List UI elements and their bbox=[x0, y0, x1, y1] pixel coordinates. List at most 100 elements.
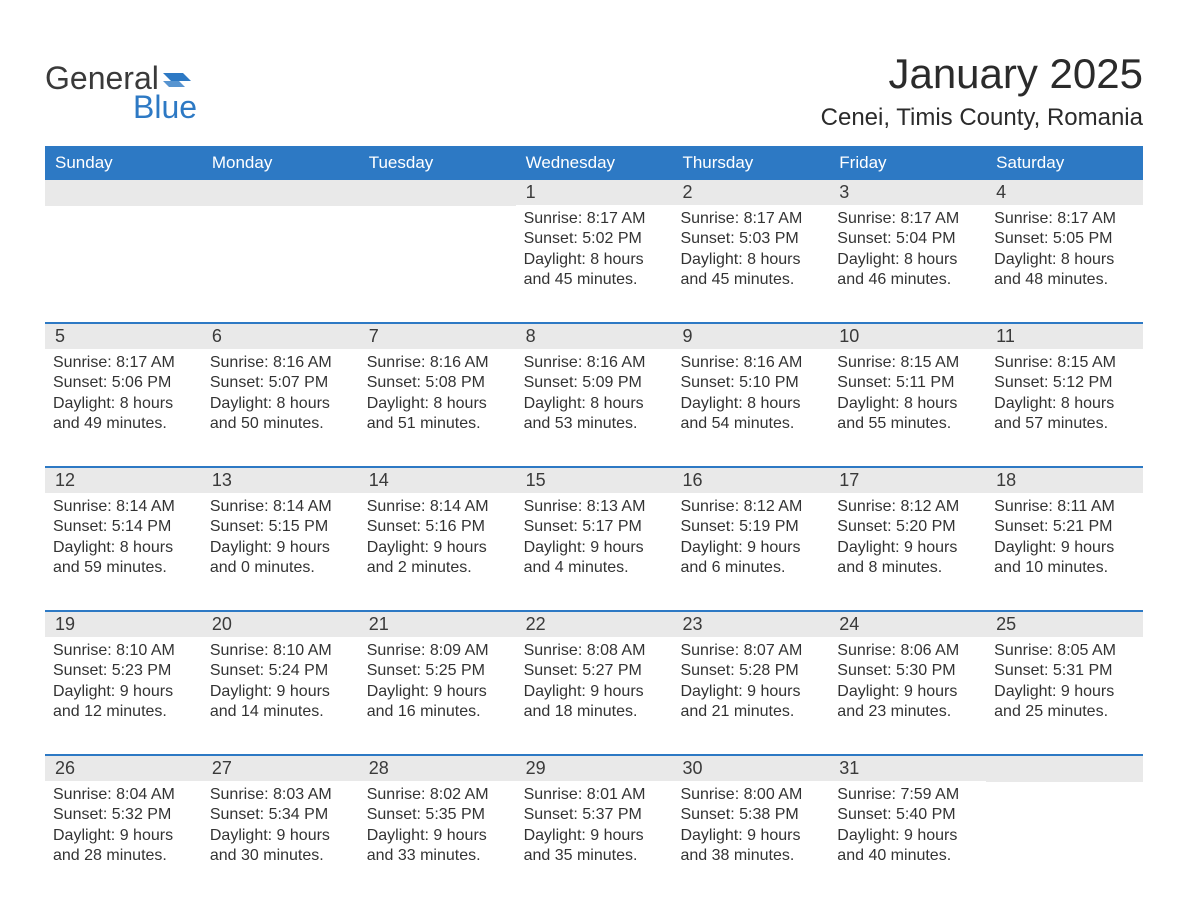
day-header-saturday: Saturday bbox=[986, 146, 1143, 180]
calendar-cell: 22Sunrise: 8:08 AMSunset: 5:27 PMDayligh… bbox=[516, 612, 673, 730]
day-number: 1 bbox=[516, 180, 673, 205]
day-info: Sunrise: 8:17 AMSunset: 5:06 PMDaylight:… bbox=[45, 349, 202, 441]
logo-word2: Blue bbox=[133, 89, 197, 126]
day-number: 29 bbox=[516, 756, 673, 781]
day-info: Sunrise: 8:17 AMSunset: 5:03 PMDaylight:… bbox=[672, 205, 829, 297]
calendar-cell: 16Sunrise: 8:12 AMSunset: 5:19 PMDayligh… bbox=[672, 468, 829, 586]
day-info: Sunrise: 8:12 AMSunset: 5:19 PMDaylight:… bbox=[672, 493, 829, 585]
calendar-cell: 6Sunrise: 8:16 AMSunset: 5:07 PMDaylight… bbox=[202, 324, 359, 442]
day-header-sunday: Sunday bbox=[45, 146, 202, 180]
day-number: 2 bbox=[672, 180, 829, 205]
day-number: 16 bbox=[672, 468, 829, 493]
day-number: 13 bbox=[202, 468, 359, 493]
calendar-cell: 18Sunrise: 8:11 AMSunset: 5:21 PMDayligh… bbox=[986, 468, 1143, 586]
calendar-cell: 4Sunrise: 8:17 AMSunset: 5:05 PMDaylight… bbox=[986, 180, 1143, 298]
calendar-cell: 24Sunrise: 8:06 AMSunset: 5:30 PMDayligh… bbox=[829, 612, 986, 730]
calendar-cell bbox=[986, 756, 1143, 874]
calendar-cell: 20Sunrise: 8:10 AMSunset: 5:24 PMDayligh… bbox=[202, 612, 359, 730]
day-number: 23 bbox=[672, 612, 829, 637]
calendar-cell: 1Sunrise: 8:17 AMSunset: 5:02 PMDaylight… bbox=[516, 180, 673, 298]
day-info: Sunrise: 8:16 AMSunset: 5:09 PMDaylight:… bbox=[516, 349, 673, 441]
day-info: Sunrise: 8:00 AMSunset: 5:38 PMDaylight:… bbox=[672, 781, 829, 873]
day-info: Sunrise: 8:15 AMSunset: 5:12 PMDaylight:… bbox=[986, 349, 1143, 441]
title-block: January 2025 Cenei, Timis County, Romani… bbox=[821, 50, 1143, 132]
day-number: 14 bbox=[359, 468, 516, 493]
calendar-cell: 14Sunrise: 8:14 AMSunset: 5:16 PMDayligh… bbox=[359, 468, 516, 586]
week-row: 1Sunrise: 8:17 AMSunset: 5:02 PMDaylight… bbox=[45, 180, 1143, 298]
day-number: 18 bbox=[986, 468, 1143, 493]
calendar-cell bbox=[45, 180, 202, 298]
calendar-cell: 3Sunrise: 8:17 AMSunset: 5:04 PMDaylight… bbox=[829, 180, 986, 298]
day-info: Sunrise: 8:14 AMSunset: 5:15 PMDaylight:… bbox=[202, 493, 359, 585]
calendar-cell: 19Sunrise: 8:10 AMSunset: 5:23 PMDayligh… bbox=[45, 612, 202, 730]
day-number: 15 bbox=[516, 468, 673, 493]
day-number: 8 bbox=[516, 324, 673, 349]
week-row: 19Sunrise: 8:10 AMSunset: 5:23 PMDayligh… bbox=[45, 610, 1143, 730]
day-number: 25 bbox=[986, 612, 1143, 637]
day-info: Sunrise: 8:02 AMSunset: 5:35 PMDaylight:… bbox=[359, 781, 516, 873]
day-number: 5 bbox=[45, 324, 202, 349]
day-info: Sunrise: 8:08 AMSunset: 5:27 PMDaylight:… bbox=[516, 637, 673, 729]
calendar-cell: 31Sunrise: 7:59 AMSunset: 5:40 PMDayligh… bbox=[829, 756, 986, 874]
day-number: 20 bbox=[202, 612, 359, 637]
week-row: 12Sunrise: 8:14 AMSunset: 5:14 PMDayligh… bbox=[45, 466, 1143, 586]
calendar-cell: 10Sunrise: 8:15 AMSunset: 5:11 PMDayligh… bbox=[829, 324, 986, 442]
day-info: Sunrise: 8:07 AMSunset: 5:28 PMDaylight:… bbox=[672, 637, 829, 729]
calendar-cell: 8Sunrise: 8:16 AMSunset: 5:09 PMDaylight… bbox=[516, 324, 673, 442]
day-info: Sunrise: 8:13 AMSunset: 5:17 PMDaylight:… bbox=[516, 493, 673, 585]
day-header-monday: Monday bbox=[202, 146, 359, 180]
calendar-cell: 11Sunrise: 8:15 AMSunset: 5:12 PMDayligh… bbox=[986, 324, 1143, 442]
day-number: 22 bbox=[516, 612, 673, 637]
calendar-cell: 17Sunrise: 8:12 AMSunset: 5:20 PMDayligh… bbox=[829, 468, 986, 586]
calendar-cell: 21Sunrise: 8:09 AMSunset: 5:25 PMDayligh… bbox=[359, 612, 516, 730]
calendar-cell: 25Sunrise: 8:05 AMSunset: 5:31 PMDayligh… bbox=[986, 612, 1143, 730]
day-info: Sunrise: 8:14 AMSunset: 5:14 PMDaylight:… bbox=[45, 493, 202, 585]
week-row: 5Sunrise: 8:17 AMSunset: 5:06 PMDaylight… bbox=[45, 322, 1143, 442]
calendar-cell: 29Sunrise: 8:01 AMSunset: 5:37 PMDayligh… bbox=[516, 756, 673, 874]
day-info: Sunrise: 8:17 AMSunset: 5:02 PMDaylight:… bbox=[516, 205, 673, 297]
day-info: Sunrise: 8:04 AMSunset: 5:32 PMDaylight:… bbox=[45, 781, 202, 873]
day-number: 7 bbox=[359, 324, 516, 349]
day-number: 26 bbox=[45, 756, 202, 781]
day-header-row: SundayMondayTuesdayWednesdayThursdayFrid… bbox=[45, 146, 1143, 180]
month-title: January 2025 bbox=[821, 50, 1143, 98]
day-header-wednesday: Wednesday bbox=[516, 146, 673, 180]
day-info: Sunrise: 8:10 AMSunset: 5:24 PMDaylight:… bbox=[202, 637, 359, 729]
day-number: 27 bbox=[202, 756, 359, 781]
day-number: 11 bbox=[986, 324, 1143, 349]
calendar-cell: 5Sunrise: 8:17 AMSunset: 5:06 PMDaylight… bbox=[45, 324, 202, 442]
location: Cenei, Timis County, Romania bbox=[821, 104, 1143, 132]
day-number: 31 bbox=[829, 756, 986, 781]
day-number: 4 bbox=[986, 180, 1143, 205]
day-number: 9 bbox=[672, 324, 829, 349]
day-info: Sunrise: 7:59 AMSunset: 5:40 PMDaylight:… bbox=[829, 781, 986, 873]
day-number: 21 bbox=[359, 612, 516, 637]
calendar-cell bbox=[202, 180, 359, 298]
calendar-cell: 23Sunrise: 8:07 AMSunset: 5:28 PMDayligh… bbox=[672, 612, 829, 730]
day-info: Sunrise: 8:16 AMSunset: 5:08 PMDaylight:… bbox=[359, 349, 516, 441]
day-number bbox=[45, 180, 202, 206]
week-row: 26Sunrise: 8:04 AMSunset: 5:32 PMDayligh… bbox=[45, 754, 1143, 874]
calendar-cell: 28Sunrise: 8:02 AMSunset: 5:35 PMDayligh… bbox=[359, 756, 516, 874]
calendar-cell: 30Sunrise: 8:00 AMSunset: 5:38 PMDayligh… bbox=[672, 756, 829, 874]
day-info: Sunrise: 8:16 AMSunset: 5:10 PMDaylight:… bbox=[672, 349, 829, 441]
day-info: Sunrise: 8:06 AMSunset: 5:30 PMDaylight:… bbox=[829, 637, 986, 729]
day-number bbox=[202, 180, 359, 206]
day-info: Sunrise: 8:03 AMSunset: 5:34 PMDaylight:… bbox=[202, 781, 359, 873]
calendar-cell: 13Sunrise: 8:14 AMSunset: 5:15 PMDayligh… bbox=[202, 468, 359, 586]
day-info: Sunrise: 8:14 AMSunset: 5:16 PMDaylight:… bbox=[359, 493, 516, 585]
day-number: 6 bbox=[202, 324, 359, 349]
calendar-cell: 27Sunrise: 8:03 AMSunset: 5:34 PMDayligh… bbox=[202, 756, 359, 874]
day-number: 24 bbox=[829, 612, 986, 637]
calendar-cell bbox=[359, 180, 516, 298]
calendar-cell: 15Sunrise: 8:13 AMSunset: 5:17 PMDayligh… bbox=[516, 468, 673, 586]
day-info: Sunrise: 8:05 AMSunset: 5:31 PMDaylight:… bbox=[986, 637, 1143, 729]
day-number: 3 bbox=[829, 180, 986, 205]
day-number: 17 bbox=[829, 468, 986, 493]
day-header-thursday: Thursday bbox=[672, 146, 829, 180]
calendar-cell: 9Sunrise: 8:16 AMSunset: 5:10 PMDaylight… bbox=[672, 324, 829, 442]
day-number: 30 bbox=[672, 756, 829, 781]
day-header-friday: Friday bbox=[829, 146, 986, 180]
day-number: 10 bbox=[829, 324, 986, 349]
calendar: SundayMondayTuesdayWednesdayThursdayFrid… bbox=[45, 146, 1143, 874]
